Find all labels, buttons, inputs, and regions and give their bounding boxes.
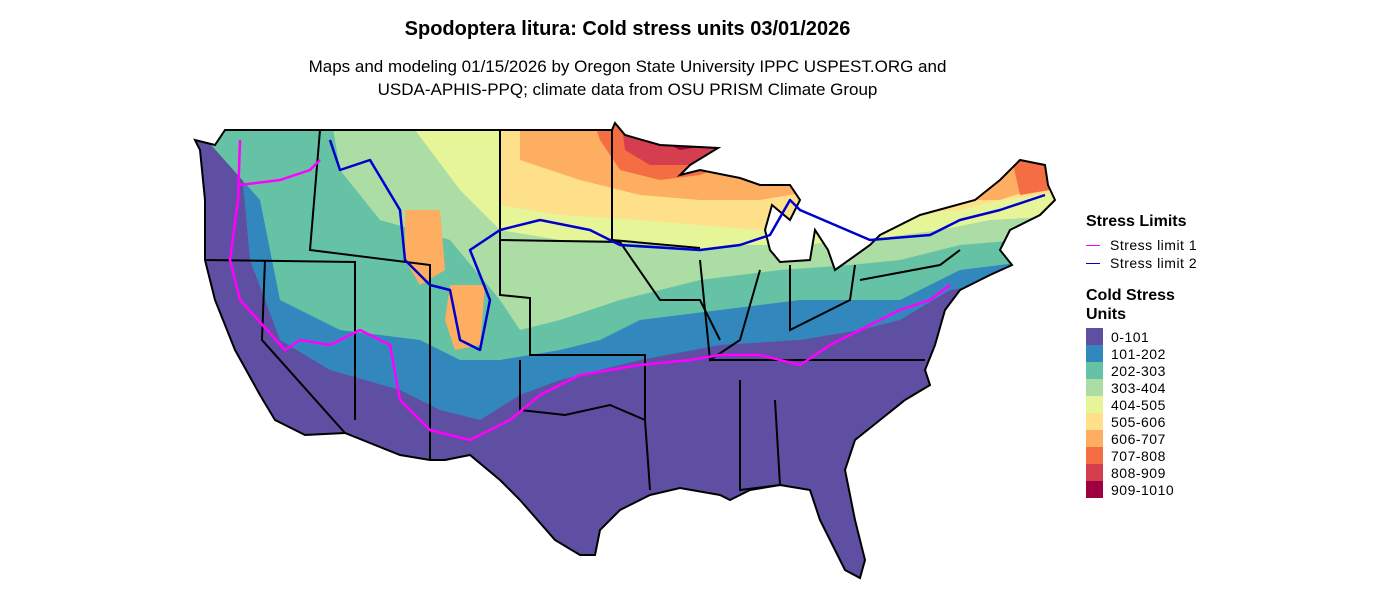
color-swatch bbox=[1086, 481, 1103, 498]
map-title: Spodoptera litura: Cold stress units 03/… bbox=[404, 18, 851, 40]
color-swatch bbox=[1086, 362, 1103, 379]
legend-label: Stress limit 1 bbox=[1110, 237, 1198, 253]
legend-label: Stress limit 2 bbox=[1110, 255, 1198, 271]
legend-bin-303-404: 303-404 bbox=[1086, 379, 1197, 396]
state-line bbox=[739, 380, 782, 492]
legend-bin-808-909: 808-909 bbox=[1086, 464, 1197, 481]
legend-bin-404-505: 404-505 bbox=[1086, 396, 1197, 413]
bin-label: 909-1010 bbox=[1111, 481, 1175, 498]
stress-limit-1-line bbox=[228, 139, 951, 442]
bin-label: 101-202 bbox=[1111, 345, 1166, 362]
bin-label: 202-303 bbox=[1111, 362, 1166, 379]
state-line bbox=[699, 259, 761, 362]
legend-item-stress-limit-1: Stress limit 1 bbox=[1086, 236, 1197, 254]
band-808-909 bbox=[620, 123, 740, 165]
band-mountains-high bbox=[405, 210, 445, 285]
color-swatch bbox=[1086, 464, 1103, 481]
color-swatch bbox=[1086, 430, 1103, 447]
legend-bin-909-1010: 909-1010 bbox=[1086, 481, 1197, 498]
state-line bbox=[499, 130, 646, 420]
magenta-line-icon bbox=[1086, 244, 1100, 246]
legend-item-stress-limit-2: Stress limit 2 bbox=[1086, 254, 1197, 272]
color-swatch bbox=[1086, 447, 1103, 464]
stress-limit-1-line-north bbox=[239, 159, 321, 187]
state-borders bbox=[194, 122, 1056, 579]
subtitle-line-1: Maps and modeling 01/15/2026 by Oregon S… bbox=[308, 57, 947, 76]
state-line bbox=[204, 259, 356, 420]
state-line bbox=[260, 259, 346, 434]
legend-bin-101-202: 101-202 bbox=[1086, 345, 1197, 362]
state-line bbox=[499, 239, 721, 341]
color-swatch bbox=[1086, 328, 1103, 345]
legend-bin-505-606: 505-606 bbox=[1086, 413, 1197, 430]
bin-label: 303-404 bbox=[1111, 379, 1166, 396]
bin-label: 606-707 bbox=[1111, 430, 1166, 447]
cold-stress-bins: 0-101 101-202 202-303 303-404 404-505 505-606… bbox=[1086, 328, 1197, 498]
color-swatch bbox=[1086, 345, 1103, 362]
legend-bin-707-808: 707-808 bbox=[1086, 447, 1197, 464]
bin-label: 808-909 bbox=[1111, 464, 1166, 481]
units-title-line-1: Cold Stress bbox=[1086, 287, 1175, 304]
state-line bbox=[789, 264, 856, 332]
color-swatch bbox=[1086, 379, 1103, 396]
state-line bbox=[519, 360, 651, 491]
color-swatch bbox=[1086, 413, 1103, 430]
stress-limits-title: Stress Limits bbox=[1086, 213, 1187, 230]
legend-bin-202-303: 202-303 bbox=[1086, 362, 1197, 379]
legend-bin-606-707: 606-707 bbox=[1086, 430, 1197, 447]
subtitle-line-2: USDA-APHIS-PPQ; climate data from OSU PR… bbox=[377, 80, 878, 99]
blue-line-icon bbox=[1086, 262, 1100, 264]
legend-bin-0-101: 0-101 bbox=[1086, 328, 1197, 345]
stress-limit-2-line bbox=[328, 139, 1046, 352]
bin-label: 505-606 bbox=[1111, 413, 1166, 430]
color-swatch bbox=[1086, 396, 1103, 413]
bin-label: 404-505 bbox=[1111, 396, 1166, 413]
bin-label: 0-101 bbox=[1111, 328, 1150, 345]
cold-stress-units-title: Cold Stress Units bbox=[1086, 286, 1197, 324]
units-title-line-2: Units bbox=[1086, 306, 1126, 323]
map-subtitle: Maps and modeling 01/15/2026 by Oregon S… bbox=[0, 55, 1255, 101]
bin-label: 707-808 bbox=[1111, 447, 1166, 464]
state-line bbox=[308, 129, 431, 350]
legend: Stress Limits Stress limit 1 Stress limi… bbox=[1086, 212, 1197, 498]
state-line bbox=[859, 249, 961, 281]
band-mountains-high-2 bbox=[445, 285, 485, 350]
